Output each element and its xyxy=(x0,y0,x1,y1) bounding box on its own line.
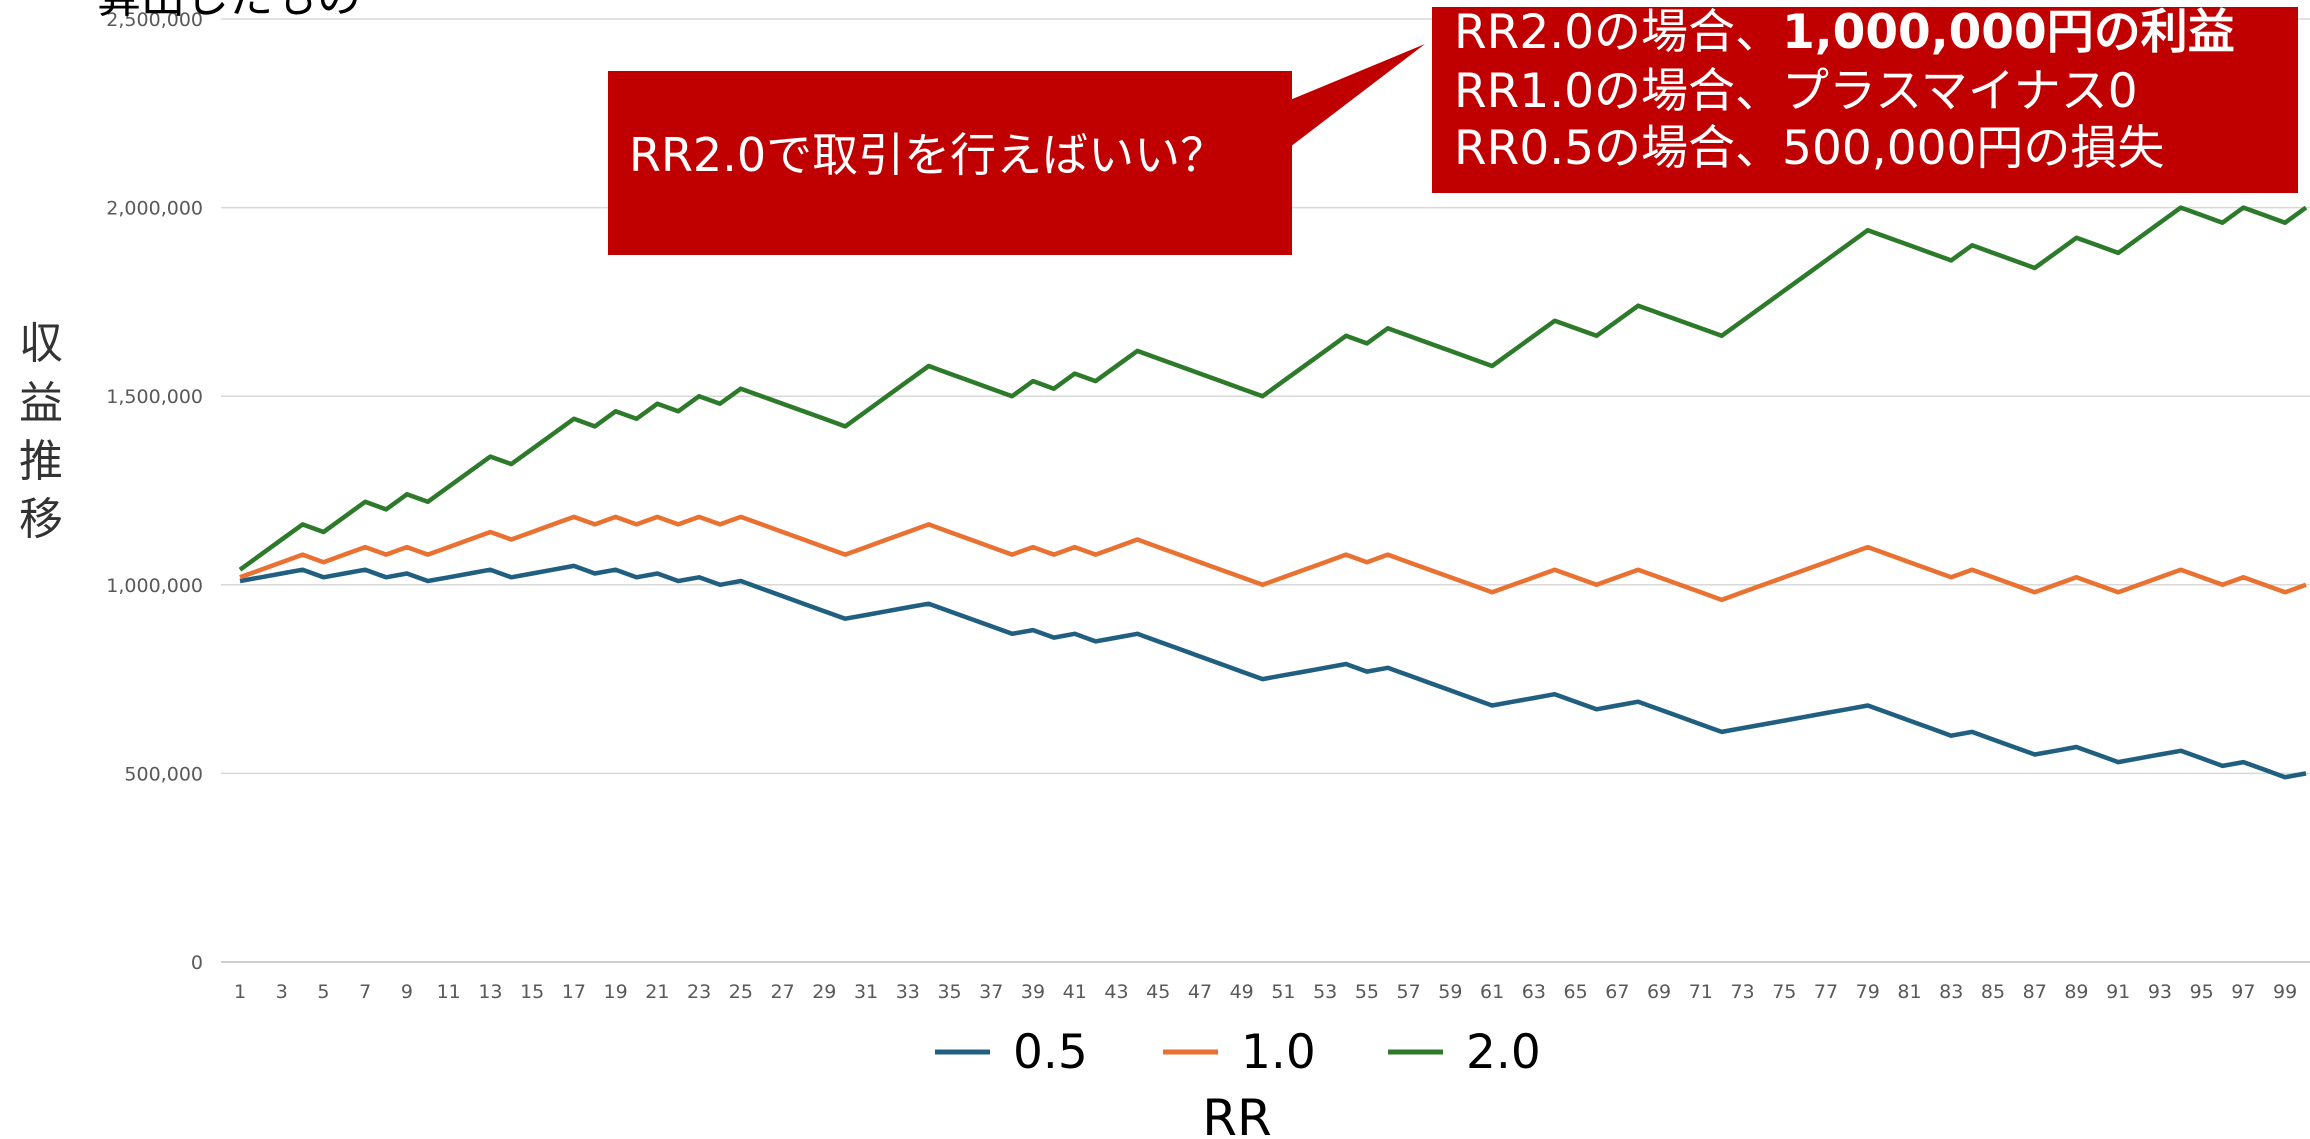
y-tick-label: 1,000,000 xyxy=(106,575,203,597)
x-tick-label: 95 xyxy=(2190,981,2214,1003)
x-tick-label: 25 xyxy=(729,981,753,1003)
x-tick-label: 99 xyxy=(2273,981,2297,1003)
x-tick-label: 19 xyxy=(604,981,628,1003)
x-tick-label: 23 xyxy=(687,981,711,1003)
y-tick-label: 1,500,000 xyxy=(106,386,203,408)
y-tick-label: 500,000 xyxy=(124,763,203,785)
x-tick-label: 33 xyxy=(896,981,920,1003)
callout-box xyxy=(608,71,1292,255)
x-tick-label: 21 xyxy=(645,981,669,1003)
x-tick-label: 45 xyxy=(1146,981,1170,1003)
x-tick-label: 87 xyxy=(2023,981,2047,1003)
callout-line: RR0.5の場合、500,000円の損失 xyxy=(1454,121,2164,176)
x-tick-label: 31 xyxy=(854,981,878,1003)
x-tick-label: 79 xyxy=(1856,981,1880,1003)
callout-box xyxy=(1432,7,2298,193)
x-tick-label: 13 xyxy=(478,981,502,1003)
x-tick-label: 81 xyxy=(1897,981,1921,1003)
x-tick-label: 97 xyxy=(2231,981,2255,1003)
y-axis-label-char: 収 xyxy=(19,318,63,369)
legend-label: 2.0 xyxy=(1466,1025,1541,1080)
y-tick-label: 0 xyxy=(191,952,203,974)
x-tick-label: 55 xyxy=(1355,981,1379,1003)
series-line xyxy=(238,205,2308,572)
plot xyxy=(238,205,2308,780)
callout-text: RR2.0で取引を行えばいい？ xyxy=(629,128,1226,182)
x-tick-label: 11 xyxy=(437,981,461,1003)
y-axis-label-char: 移 xyxy=(19,494,63,545)
x-tick-label: 67 xyxy=(1605,981,1629,1003)
x-tick-label: 53 xyxy=(1313,981,1337,1003)
y-tick-label: 2,000,000 xyxy=(106,198,203,220)
x-tick-label: 49 xyxy=(1230,981,1254,1003)
x-tick-label: 1 xyxy=(234,981,246,1003)
x-tick-label: 37 xyxy=(979,981,1003,1003)
x-tick-label: 85 xyxy=(1981,981,2005,1003)
x-tick-label: 77 xyxy=(1814,981,1838,1003)
series-line xyxy=(239,514,2307,603)
callout-text: 1,000,000円の利益 xyxy=(1782,5,2235,60)
y-tick-label: 2,500,000 xyxy=(106,9,203,31)
x-tick-label: 35 xyxy=(937,981,961,1003)
x-tick-label: 59 xyxy=(1438,981,1462,1003)
y-axis-label-char: 益 xyxy=(19,378,63,429)
callout-text: RR1.0の場合、プラスマイナス0 xyxy=(1454,64,2138,119)
x-tick-label: 69 xyxy=(1647,981,1671,1003)
x-tick-label: 61 xyxy=(1480,981,1504,1003)
x-tick-label: 39 xyxy=(1021,981,1045,1003)
x-tick-label: 15 xyxy=(520,981,544,1003)
x-tick-label: 17 xyxy=(562,981,586,1003)
x-tick-label: 51 xyxy=(1271,981,1295,1003)
y-axis-label-char: 推 xyxy=(19,436,63,487)
x-axis-label: RR xyxy=(1202,1089,1271,1139)
legend-label: 0.5 xyxy=(1013,1025,1088,1080)
x-tick-label: 93 xyxy=(2148,981,2172,1003)
x-tick-label: 7 xyxy=(359,981,371,1003)
x-tick-label: 91 xyxy=(2106,981,2130,1003)
x-tick-label: 5 xyxy=(317,981,329,1003)
x-tick-label: 65 xyxy=(1564,981,1588,1003)
callout-line: RR1.0の場合、プラスマイナス0 xyxy=(1454,64,2138,119)
x-tick-label: 75 xyxy=(1772,981,1796,1003)
chart-title: 算出したもの xyxy=(97,0,361,23)
x-tick-label: 41 xyxy=(1063,981,1087,1003)
callouts: RR2.0で取引を行えばいい？ RR2.0の場合、1,000,000円の利益RR1… xyxy=(608,5,2298,255)
x-tick-label: 9 xyxy=(401,981,413,1003)
callout-pointer xyxy=(1290,44,1425,147)
x-tick-label: 27 xyxy=(770,981,794,1003)
x-tick-label: 73 xyxy=(1730,981,1754,1003)
legend: 0.5 1.0 2.0 xyxy=(935,1025,1541,1080)
x-tick-label: 89 xyxy=(2064,981,2088,1003)
x-tick-label: 29 xyxy=(812,981,836,1003)
x-tick-label: 63 xyxy=(1522,981,1546,1003)
callout-text: RR0.5の場合、500,000円の損失 xyxy=(1454,121,2164,176)
series-line xyxy=(239,563,2307,780)
legend-label: 1.0 xyxy=(1241,1025,1316,1080)
x-tick-label: 47 xyxy=(1188,981,1212,1003)
x-tick-label: 43 xyxy=(1104,981,1128,1003)
x-tick-label: 83 xyxy=(1939,981,1963,1003)
callout-text: RR2.0の場合、 xyxy=(1454,5,1782,60)
x-tick-label: 57 xyxy=(1397,981,1421,1003)
callout-line: RR2.0の場合、1,000,000円の利益 xyxy=(1454,5,2235,60)
x-tick-label: 3 xyxy=(276,981,288,1003)
x-tick-label: 71 xyxy=(1689,981,1713,1003)
